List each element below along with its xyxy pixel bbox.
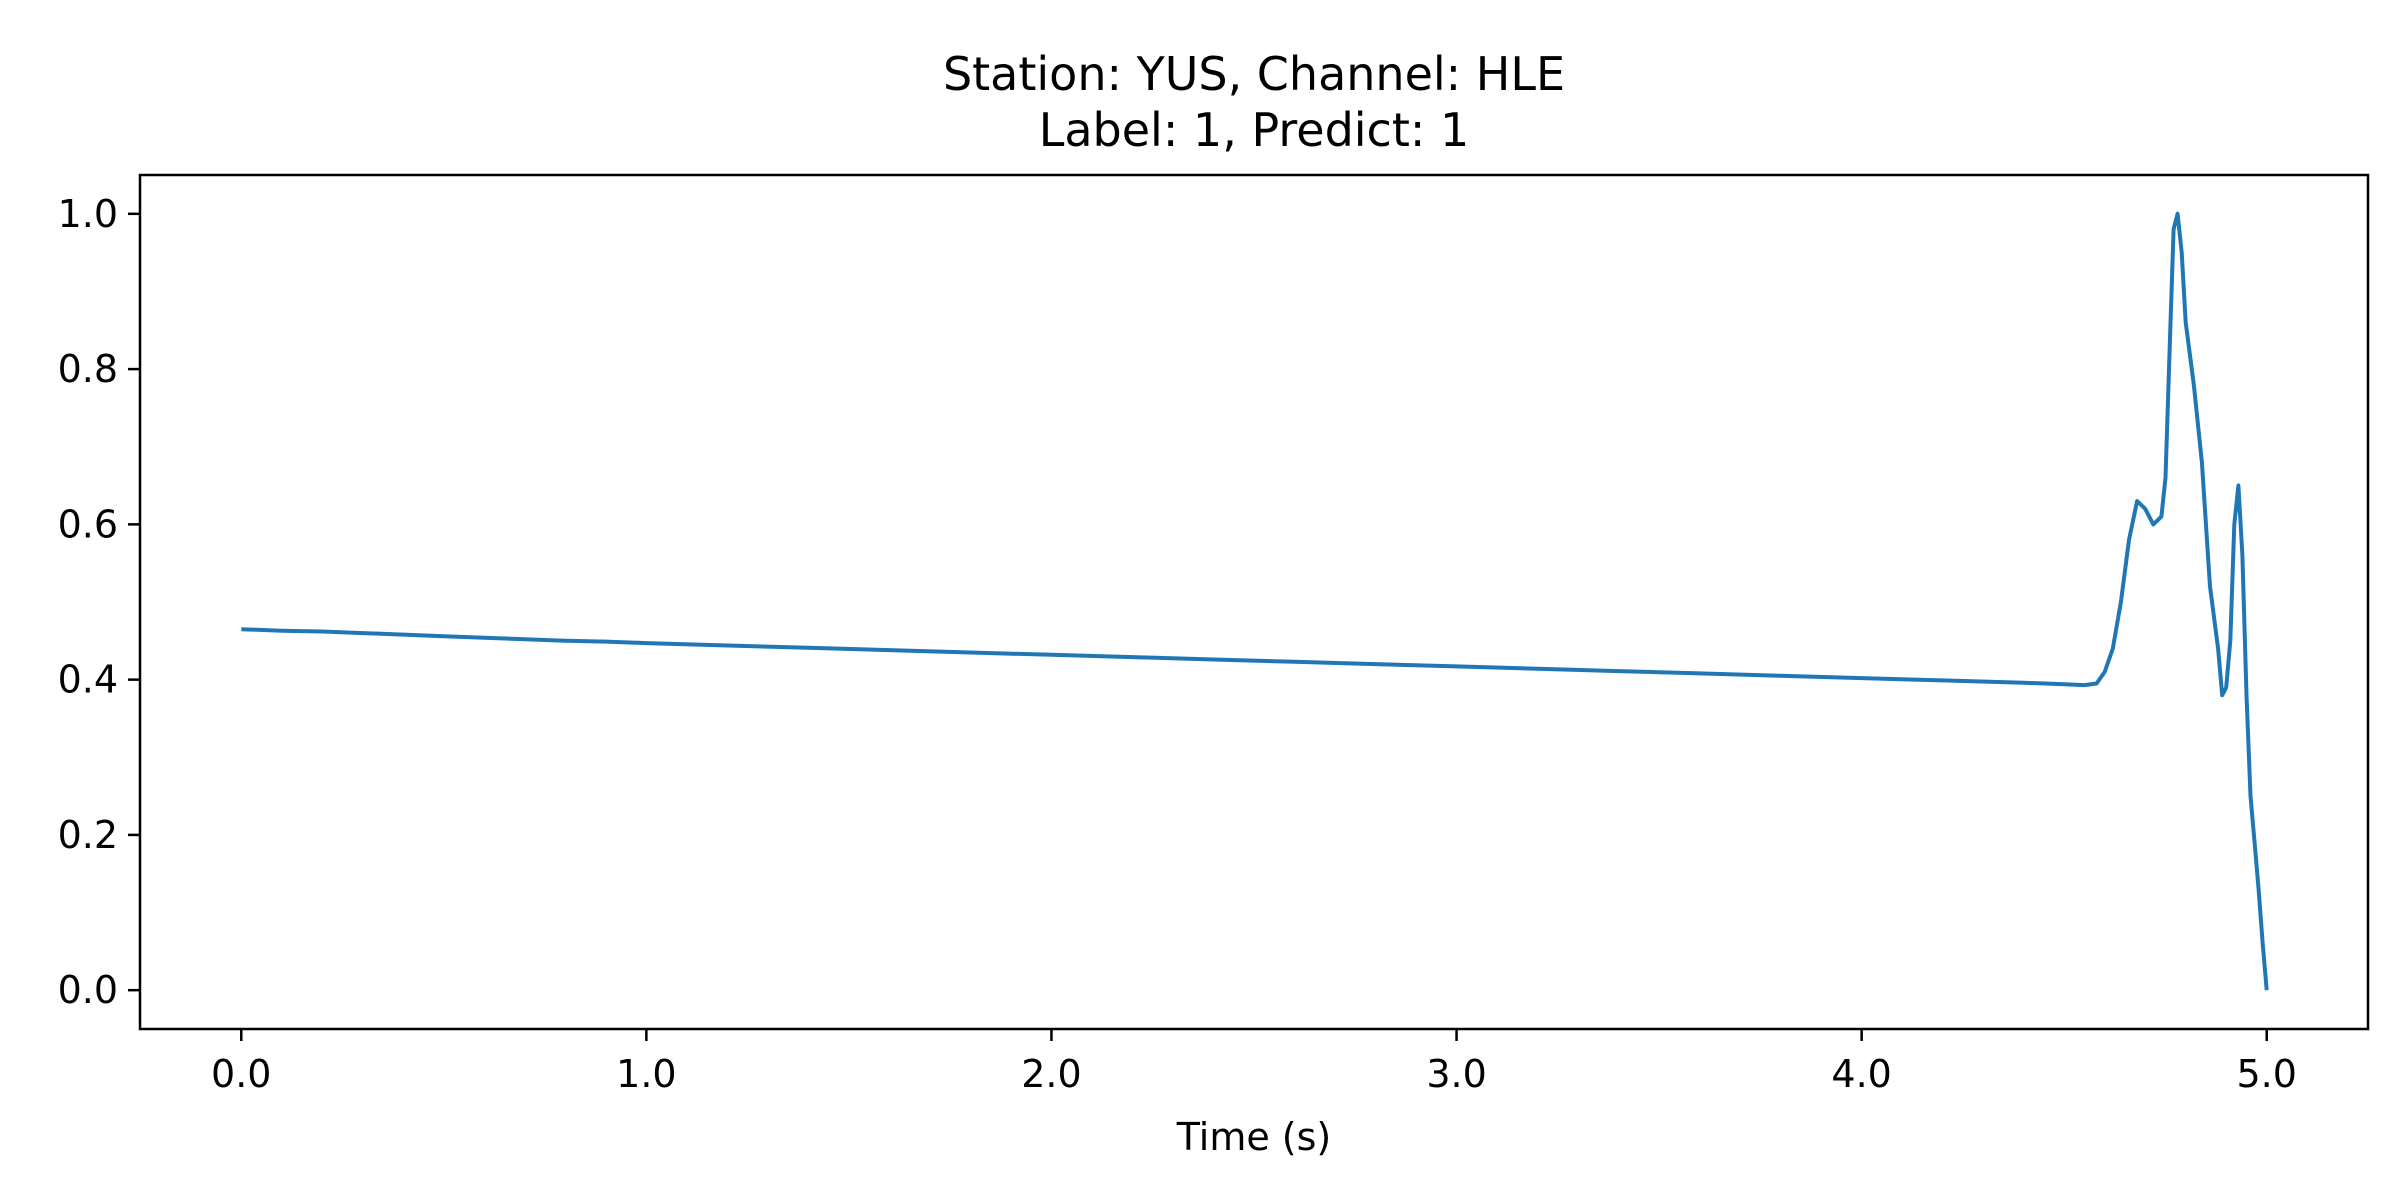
chart-title-line-2: Label: 1, Predict: 1 [1039, 103, 1470, 157]
x-axis-label: Time (s) [1176, 1115, 1332, 1159]
x-tick-label: 1.0 [616, 1052, 676, 1096]
y-tick-label: 0.0 [58, 968, 118, 1012]
y-tick-label: 0.2 [58, 813, 118, 857]
y-tick-label: 0.6 [58, 502, 118, 546]
y-tick-label: 0.8 [58, 347, 118, 391]
y-tick-label: 1.0 [58, 192, 118, 236]
x-tick-label: 2.0 [1021, 1052, 1081, 1096]
axes-frame [138, 173, 2370, 1031]
x-tick-label: 0.0 [211, 1052, 271, 1096]
axis-ticks: 0.0 1.0 2.0 3.0 4.0 5.0 0.0 0.2 0.4 0.6 0.8 1.0 [58, 192, 2297, 1096]
chart-title-line-1: Station: YUS, Channel: HLE [943, 47, 1565, 101]
x-tick-label: 5.0 [2237, 1052, 2297, 1096]
x-tick-label: 4.0 [1831, 1052, 1891, 1096]
x-tick-label: 3.0 [1426, 1052, 1486, 1096]
series-line-0 [241, 211, 2269, 991]
plot-area [241, 211, 2269, 991]
y-tick-label: 0.4 [58, 658, 118, 702]
